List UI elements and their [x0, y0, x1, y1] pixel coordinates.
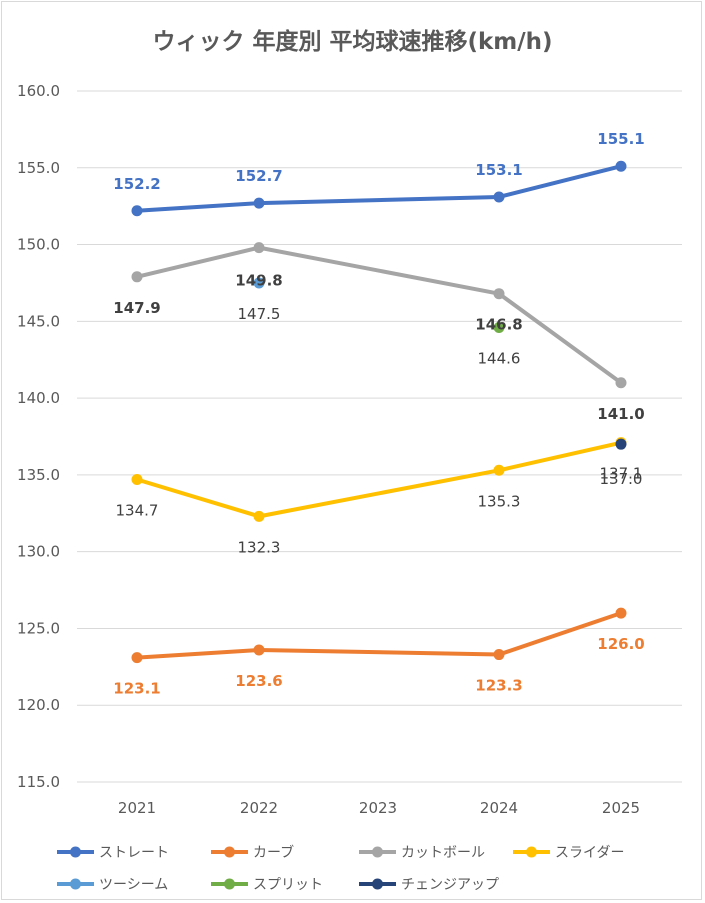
- legend-item: チェンジアップ: [359, 877, 499, 893]
- legend-item: ストレート: [57, 845, 169, 861]
- data-point: [131, 473, 143, 485]
- y-tick-label: 135.0: [17, 466, 60, 484]
- data-point: [131, 271, 143, 283]
- data-point: [493, 464, 505, 476]
- legend-item: スプリット: [211, 877, 323, 893]
- data-label: 123.6: [235, 672, 282, 690]
- data-point: [131, 652, 143, 664]
- legend-item: カットボール: [359, 845, 485, 861]
- y-tick-label: 140.0: [17, 389, 60, 407]
- legend-label: チェンジアップ: [401, 877, 499, 893]
- legend-swatch-marker: [526, 846, 537, 858]
- series-6: [615, 438, 627, 450]
- y-tick-label: 115.0: [17, 773, 60, 791]
- legend-label: カーブ: [253, 844, 294, 861]
- data-point: [615, 607, 627, 619]
- x-tick-label: 2024: [480, 799, 518, 817]
- series-1: [131, 607, 627, 664]
- data-point: [253, 197, 265, 209]
- y-tick-label: 150.0: [17, 236, 60, 254]
- data-label: 135.3: [478, 492, 521, 510]
- data-label: 149.8: [235, 272, 282, 290]
- legend-label: スライダー: [555, 845, 624, 861]
- legend-item: カーブ: [211, 844, 294, 861]
- x-tick-label: 2023: [359, 799, 397, 817]
- legend-label: ストレート: [99, 845, 169, 861]
- data-point: [253, 242, 265, 254]
- y-tick-label: 130.0: [17, 543, 60, 561]
- data-label: 152.7: [235, 167, 282, 185]
- data-label: 134.7: [116, 501, 159, 519]
- series-line: [135, 611, 623, 660]
- x-tick-label: 2022: [240, 799, 278, 817]
- data-label: 123.3: [475, 677, 522, 695]
- data-label: 123.1: [113, 680, 160, 698]
- legend-swatch-marker: [224, 846, 235, 858]
- data-point: [615, 438, 627, 450]
- legend-label: カットボール: [401, 845, 485, 861]
- data-label: 147.9: [113, 299, 160, 317]
- series-line: [135, 245, 623, 385]
- data-label: 147.5: [238, 305, 281, 323]
- chart-title: ウィック 年度別 平均球速推移(km/h): [152, 29, 553, 55]
- data-point: [493, 321, 505, 333]
- x-tick-label: 2021: [118, 799, 156, 817]
- series-3: [131, 437, 627, 522]
- y-tick-label: 120.0: [17, 696, 60, 714]
- series-2: [131, 242, 627, 389]
- series-4: [253, 277, 265, 289]
- x-tick-label: 2025: [602, 799, 640, 817]
- data-label: 126.0: [597, 635, 644, 653]
- data-labels: 152.2 152.7 153.1 155.1 123.1 123.6 123.3 126.0…: [113, 130, 644, 697]
- data-point: [493, 649, 505, 661]
- data-label: 132.3: [238, 538, 281, 556]
- legend-label: ツーシーム: [99, 877, 168, 893]
- series-lines: [131, 160, 627, 664]
- data-point: [615, 160, 627, 172]
- data-label: 153.1: [475, 161, 522, 179]
- legend-label: スプリット: [253, 877, 323, 893]
- series-line: [135, 440, 623, 519]
- data-point: [131, 205, 143, 217]
- series-line: [135, 164, 623, 213]
- data-point: [493, 288, 505, 300]
- legend-swatch-marker: [372, 846, 383, 858]
- data-point: [615, 377, 627, 389]
- series-0: [131, 160, 627, 217]
- data-label: 144.6: [478, 349, 521, 367]
- data-label: 137.0: [600, 470, 643, 488]
- gridlines: [77, 90, 682, 783]
- x-axis-ticks: 2021 2022 2023 2024 2025: [118, 799, 640, 817]
- data-label: 146.8: [475, 316, 522, 334]
- y-tick-label: 155.0: [17, 159, 60, 177]
- data-point: [493, 191, 505, 203]
- legend-swatch-marker: [70, 878, 81, 890]
- data-point: [253, 277, 265, 289]
- legend-item: ツーシーム: [57, 877, 168, 893]
- legend-swatch-marker: [70, 846, 81, 858]
- legend-swatch-marker: [372, 878, 383, 890]
- data-point: [253, 644, 265, 656]
- data-label: 155.1: [597, 130, 644, 148]
- data-label: 141.0: [597, 405, 644, 423]
- y-tick-label: 145.0: [17, 312, 60, 330]
- y-tick-label: 160.0: [17, 82, 60, 100]
- series-5: [493, 321, 505, 333]
- data-label: 152.2: [113, 175, 160, 193]
- y-tick-label: 125.0: [17, 619, 60, 637]
- data-point: [253, 510, 265, 522]
- data-label: 137.1: [600, 465, 643, 483]
- legend-swatch-marker: [224, 878, 235, 890]
- y-axis-ticks: 115.0 120.0 125.0 130.0 135.0 140.0 145.0 150.0…: [17, 82, 60, 791]
- legend-item: スライダー: [513, 845, 624, 861]
